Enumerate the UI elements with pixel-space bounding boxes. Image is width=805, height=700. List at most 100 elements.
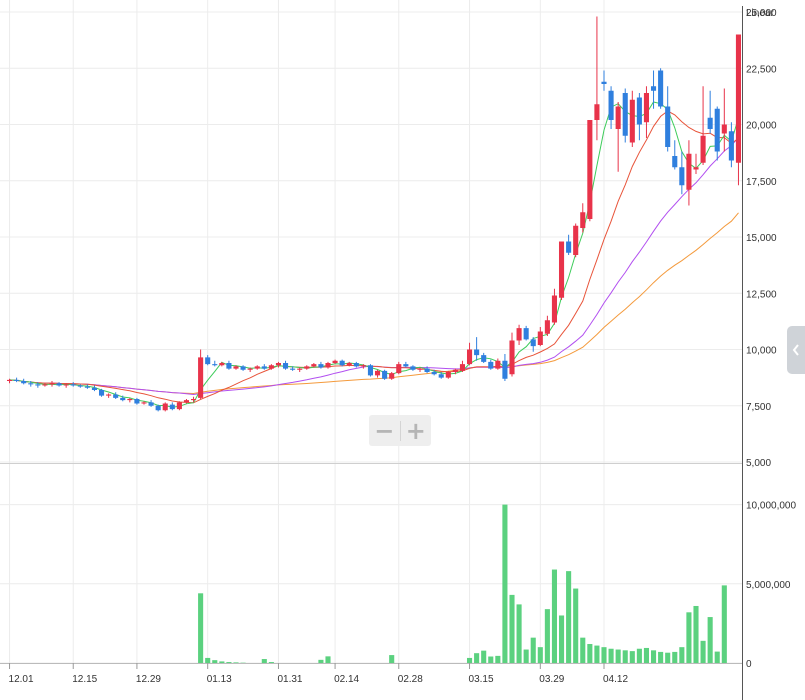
moving-average-line [9,101,739,408]
candle-body [700,135,706,163]
candle-body [558,241,565,298]
candle-body [261,366,267,369]
volume-bar [650,650,657,663]
candle-body [219,363,225,366]
candle-body [431,372,437,375]
candle-body [403,364,409,367]
candle-body [141,402,147,404]
candle-body [693,167,699,170]
volume-bar [325,656,331,663]
candle-body [643,93,650,123]
volume-bar [658,651,664,663]
candle-body [77,385,83,387]
price-axis-tick-label: 10,000 [746,346,777,357]
candle-body [417,368,423,370]
volume-bar [566,571,572,663]
candle-body [523,328,529,340]
zoom-divider [399,420,401,441]
candle-body [339,360,345,366]
volume-bar [495,655,501,663]
candle-body [396,364,402,374]
volume-bar [530,637,536,663]
volume-bar [615,649,621,663]
candle-body [481,355,487,362]
volume-bar [502,504,508,663]
x-axis-tick-label: 12.29 [136,674,161,685]
volume-bar [580,637,586,663]
candle-body [516,328,522,341]
candle-body [466,349,473,365]
candle-body [658,70,664,107]
candle-body [445,372,451,378]
candle-body [367,365,374,376]
volume-bar [693,605,699,663]
candle-body [49,383,55,385]
volume-bar [665,652,671,663]
zoom-out-button[interactable]: − [374,416,395,445]
x-axis-tick-label: 03.29 [539,674,564,685]
candle-body [459,364,466,371]
candle-body [98,390,105,396]
candle-body [622,93,628,136]
chevron-left-icon [792,344,799,356]
candle-body [353,363,359,367]
candle-body [275,363,282,366]
volume-bar [233,662,239,663]
candle-body [509,340,515,375]
x-axis-tick-label: 01.13 [207,674,232,685]
volume-bar [226,662,232,663]
volume-bar [537,647,543,663]
zoom-control: − + [369,415,431,446]
volume-bar [629,651,635,663]
candle-body [332,360,338,363]
candle-body [728,131,734,161]
scale-mode-label[interactable]: Linear [746,8,774,19]
candle-body [127,399,133,401]
volume-bar [587,643,593,663]
side-panel-toggle[interactable] [787,326,805,374]
moving-average-line [9,110,739,404]
candle-body [240,366,246,370]
x-axis-tick-label: 03.15 [469,674,494,685]
x-axis-tick-label: 12.15 [72,674,97,685]
volume-bar [509,594,515,663]
candle-body [360,365,366,367]
volume-bar [474,653,480,663]
zoom-in-button[interactable]: + [405,416,426,445]
candle-body [268,365,274,369]
candle-body [205,357,211,365]
volume-bar [516,604,522,663]
volume-bar [700,640,706,663]
candle-body [714,108,720,152]
candle-body [580,212,586,228]
candle-body [608,90,614,120]
volume-bar [488,656,494,663]
candle-body [721,124,727,134]
x-axis-tick-label: 02.14 [334,674,359,685]
candle-body [304,366,310,369]
volume-bar [573,588,579,663]
candle-body [587,120,593,219]
candle-body [311,364,317,367]
candle-body [551,295,558,323]
volume-bar [672,651,678,663]
x-axis-tick-label: 12.01 [9,674,34,685]
candle-body [155,405,161,411]
candle-body [169,404,175,410]
volume-bar [686,612,692,663]
candle-body [495,360,501,369]
volume-axis-tick-label: 5,000,000 [746,580,791,591]
volume-bar [466,657,473,663]
candle-body [6,379,13,381]
x-axis-tick-label: 04.12 [603,674,628,685]
candle-body [14,379,20,381]
candle-body [530,339,536,347]
candle-body [382,370,388,379]
candle-body [212,364,218,366]
volume-bar [601,647,607,663]
volume-bar [198,593,204,663]
volume-bar [558,615,565,663]
volume-bar [721,585,727,663]
volume-bar [544,609,550,663]
